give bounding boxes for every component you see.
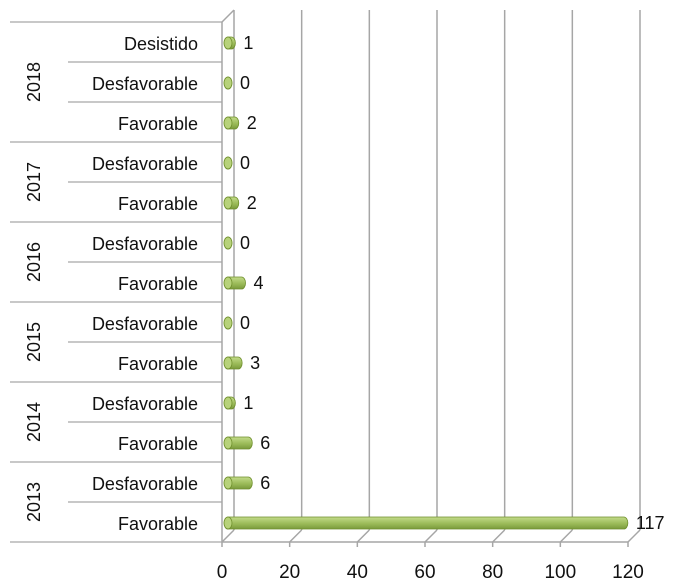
x-tick-label: 0 — [217, 562, 228, 581]
gridline-diagonal — [424, 529, 438, 543]
category-label: Favorable — [118, 434, 198, 454]
gridline-diagonal — [627, 529, 641, 543]
category-label: Desfavorable — [92, 474, 198, 494]
value-label: 0 — [240, 73, 250, 93]
bar-end-cap — [223, 396, 233, 410]
y-axis-bottom-edge — [221, 529, 235, 543]
x-tick-label: 40 — [347, 562, 368, 581]
value-label: 1 — [243, 393, 253, 413]
bar-end-cap — [223, 516, 233, 530]
bar-end-cap — [223, 196, 233, 210]
category-label: Desistido — [124, 34, 198, 54]
value-label: 1 — [243, 33, 253, 53]
x-tick-label: 120 — [612, 562, 644, 581]
bar-end-cap — [223, 356, 233, 370]
x-tick-label: 80 — [482, 562, 503, 581]
x-tick-label: 20 — [279, 562, 300, 581]
category-label: Favorable — [118, 274, 198, 294]
category-label: Desfavorable — [92, 394, 198, 414]
category-label: Favorable — [118, 194, 198, 214]
bar-end-cap — [223, 116, 233, 130]
value-label: 6 — [260, 433, 270, 453]
bar-end-cap — [223, 316, 233, 330]
group-label: 2013 — [24, 482, 44, 522]
group-label: 2018 — [24, 62, 44, 102]
value-label: 0 — [240, 233, 250, 253]
category-label: Favorable — [118, 514, 198, 534]
bar-end-cap — [223, 36, 233, 50]
value-label: 117 — [636, 513, 665, 533]
gridline-diagonal — [559, 529, 573, 543]
group-label: 2016 — [24, 242, 44, 282]
value-label: 2 — [247, 113, 257, 133]
group-label: 2014 — [24, 402, 44, 442]
bar-end-cap — [223, 276, 233, 290]
bar-end-cap — [223, 236, 233, 250]
bar-end-cap — [223, 476, 233, 490]
value-label: 3 — [250, 353, 260, 373]
category-label: Favorable — [118, 114, 198, 134]
bar-end-cap — [223, 76, 233, 90]
bar-end-cap — [223, 436, 233, 450]
category-label: Favorable — [118, 354, 198, 374]
bar — [223, 516, 629, 530]
group-label: 2017 — [24, 162, 44, 202]
gridline-diagonal — [356, 529, 370, 543]
category-label: Desfavorable — [92, 234, 198, 254]
bar-end-cap — [223, 156, 233, 170]
gridlines — [289, 10, 641, 543]
category-labels: Desistido Desfavorable Favorable Desfavorab… — [92, 34, 198, 534]
category-label: Desfavorable — [92, 74, 198, 94]
value-label: 0 — [240, 313, 250, 333]
category-label: Desfavorable — [92, 314, 198, 334]
value-label: 0 — [240, 153, 250, 173]
x-tick-label: 60 — [414, 562, 435, 581]
value-label: 6 — [260, 473, 270, 493]
category-label: Desfavorable — [92, 154, 198, 174]
gridline-diagonal — [289, 529, 303, 543]
bars — [223, 36, 629, 530]
group-label: 2015 — [24, 322, 44, 362]
value-label: 4 — [254, 273, 264, 293]
gridline-diagonal — [492, 529, 506, 543]
group-labels: 2018 2017 2016 2015 2014 2013 — [24, 62, 44, 522]
y-axis-top-edge — [221, 9, 235, 23]
x-axis-ticks: 0 20 40 60 80 100 120 — [217, 542, 644, 581]
x-tick-label: 100 — [544, 562, 576, 581]
value-label: 2 — [247, 193, 257, 213]
